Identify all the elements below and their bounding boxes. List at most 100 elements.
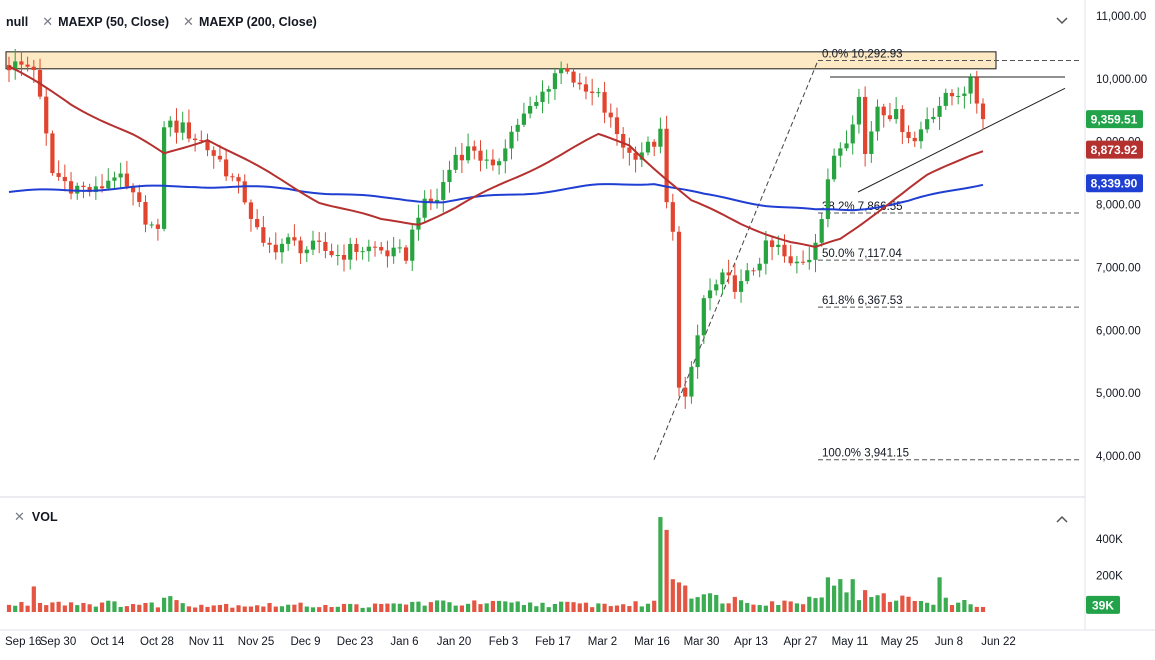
- price-badge: [1086, 110, 1143, 129]
- candle-body: [565, 68, 570, 72]
- volume-bar: [962, 599, 967, 612]
- candle-body: [453, 154, 458, 170]
- time-tick-label: Dec 23: [337, 636, 373, 648]
- ma50-legend[interactable]: ✕ MAEXP (50, Close): [42, 14, 169, 30]
- volume-bar: [887, 601, 893, 612]
- candle-body: [341, 255, 347, 260]
- time-tick-label: Apr 27: [784, 636, 818, 648]
- time-tick-label: Mar 2: [588, 636, 617, 648]
- candle-body: [137, 192, 142, 202]
- candle-body: [62, 176, 67, 182]
- candle-body: [168, 120, 173, 128]
- volume-bar: [751, 604, 756, 612]
- close-icon[interactable]: ✕: [42, 14, 54, 29]
- candle-body: [459, 154, 464, 161]
- volume-tick-label: 200K: [1096, 571, 1123, 583]
- candle-body: [540, 91, 545, 103]
- volume-bar: [317, 607, 322, 612]
- time-tick-label: Mar 16: [634, 636, 670, 648]
- volume-bar: [707, 593, 713, 612]
- volume-bar: [608, 606, 613, 612]
- candle-body: [813, 242, 818, 260]
- volume-bar: [776, 604, 781, 612]
- volume-bar: [161, 597, 167, 612]
- triangle-lower-line: [857, 87, 1066, 193]
- volume-bar: [149, 602, 154, 612]
- volume-bar: [472, 600, 477, 612]
- candle-body: [627, 147, 632, 153]
- candle-body: [838, 148, 843, 156]
- candle-body: [428, 198, 433, 202]
- volume-bar: [155, 607, 160, 612]
- volume-bar: [205, 606, 210, 612]
- volume-bar: [50, 602, 55, 612]
- volume-bar: [807, 596, 812, 612]
- candle-body: [559, 68, 564, 74]
- volume-bar: [19, 602, 24, 612]
- candle-body: [366, 246, 371, 252]
- candle-body: [701, 298, 706, 336]
- candle-body: [199, 140, 204, 142]
- candle-body: [844, 143, 849, 149]
- volume-bar: [894, 600, 899, 612]
- candle-body: [645, 141, 651, 153]
- volume-bar: [881, 593, 886, 612]
- volume-bar: [850, 579, 855, 612]
- candle-body: [155, 224, 160, 229]
- candle-body: [937, 105, 942, 117]
- price-tick-label: 7,000.00: [1096, 262, 1141, 274]
- volume-legend: ✕ VOL: [14, 509, 58, 525]
- candle-body: [230, 176, 235, 178]
- candle-body: [956, 95, 961, 97]
- fib-level-label: 0.0% 10,292.93: [822, 48, 903, 60]
- candle-body: [738, 281, 744, 292]
- candle-body: [484, 159, 489, 161]
- time-tick-label: May 11: [832, 636, 869, 648]
- trendlines: [653, 60, 1066, 460]
- candle-body: [360, 251, 365, 253]
- volume-bar: [652, 600, 657, 612]
- candle-body: [664, 128, 669, 203]
- volume-badge-label: 39K: [1092, 598, 1114, 612]
- chevron-up-icon[interactable]: [1054, 512, 1070, 528]
- time-tick-label: Dec 9: [290, 636, 320, 648]
- volume-bar: [596, 603, 601, 612]
- volume-label: VOL: [31, 510, 58, 524]
- volume-bar: [943, 597, 948, 612]
- volume-bar: [348, 603, 353, 612]
- volume-bar: [44, 605, 49, 612]
- candle-body: [590, 91, 595, 93]
- volume-bar: [627, 606, 632, 612]
- candle-body: [608, 112, 613, 118]
- candle-body: [912, 137, 917, 142]
- close-icon[interactable]: ✕: [14, 509, 25, 524]
- volume-tick-label: 400K: [1096, 534, 1123, 546]
- close-icon[interactable]: ✕: [183, 14, 194, 29]
- candle-body: [217, 155, 223, 160]
- volume-bar: [714, 594, 719, 612]
- volume-bar: [6, 604, 12, 612]
- volume-bar: [534, 606, 539, 612]
- candle-body: [44, 96, 49, 134]
- volume-bars: [6, 517, 986, 612]
- candle-body: [273, 244, 278, 253]
- volume-bar: [918, 600, 924, 612]
- volume-bar: [819, 597, 824, 612]
- candle-body: [707, 290, 713, 299]
- chevron-down-icon[interactable]: [1054, 14, 1070, 30]
- candle-body: [99, 186, 105, 189]
- volume-bar: [403, 604, 409, 612]
- candle-body: [410, 229, 415, 261]
- candle-body: [422, 198, 427, 218]
- volume-bar: [484, 603, 489, 612]
- ma200-legend[interactable]: ✕ MAEXP (200, Close): [183, 14, 317, 30]
- volume-bar: [230, 607, 235, 612]
- candle-body: [906, 132, 911, 138]
- volume-bar: [81, 602, 86, 612]
- candle-body: [583, 84, 589, 92]
- candle-body: [782, 244, 787, 257]
- candle-body: [534, 102, 539, 106]
- volume-bar: [813, 598, 818, 612]
- volume-bar: [112, 601, 117, 612]
